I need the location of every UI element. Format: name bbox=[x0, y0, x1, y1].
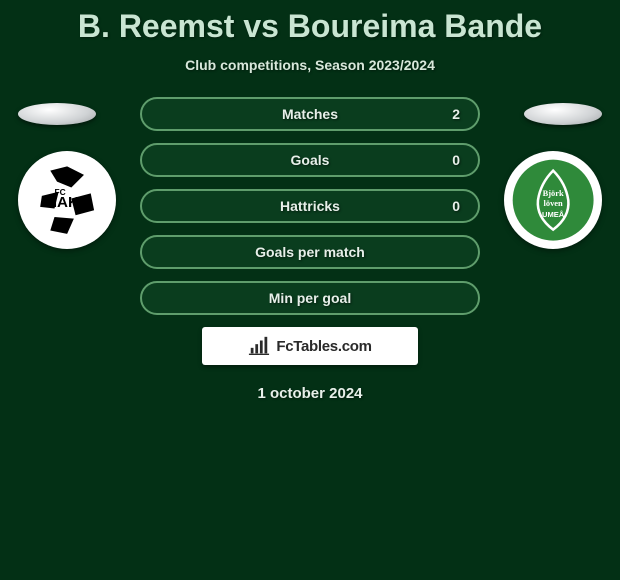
stat-rows: Matches 2 Goals 0 Hattricks 0 Goals per … bbox=[140, 97, 480, 315]
stat-value-left: 2 bbox=[452, 106, 460, 122]
bjorkloven-logo-icon: Björk löven UMEÅ bbox=[511, 158, 595, 242]
stat-row-goals-per-match: Goals per match bbox=[140, 235, 480, 269]
haka-logo-icon: HAKA FC bbox=[25, 158, 109, 242]
svg-text:HAKA: HAKA bbox=[46, 194, 90, 211]
stat-label: Hattricks bbox=[280, 198, 340, 214]
svg-text:löven: löven bbox=[543, 198, 562, 208]
page-title: B. Reemst vs Boureima Bande bbox=[0, 0, 620, 45]
stat-label: Min per goal bbox=[269, 290, 351, 306]
comparison-widget: HAKA FC Björk löven UMEÅ Matches 2 Goals… bbox=[0, 97, 620, 402]
stat-row-hattricks: Hattricks 0 bbox=[140, 189, 480, 223]
footer-date: 1 october 2024 bbox=[0, 385, 620, 402]
player-chip-right bbox=[524, 103, 602, 125]
brand-box[interactable]: FcTables.com bbox=[202, 327, 418, 365]
brand-text: FcTables.com bbox=[276, 338, 371, 355]
bar-chart-icon bbox=[248, 335, 270, 357]
stat-label: Goals bbox=[291, 152, 330, 168]
player-chip-left bbox=[18, 103, 96, 125]
stat-value-left: 0 bbox=[452, 152, 460, 168]
svg-text:Björk: Björk bbox=[542, 188, 563, 198]
svg-text:FC: FC bbox=[54, 187, 65, 197]
club-badge-left: HAKA FC bbox=[18, 151, 116, 249]
stat-label: Goals per match bbox=[255, 244, 365, 260]
club-badge-right: Björk löven UMEÅ bbox=[504, 151, 602, 249]
stat-row-matches: Matches 2 bbox=[140, 97, 480, 131]
stat-value-left: 0 bbox=[452, 198, 460, 214]
stat-row-min-per-goal: Min per goal bbox=[140, 281, 480, 315]
stat-row-goals: Goals 0 bbox=[140, 143, 480, 177]
svg-text:UMEÅ: UMEÅ bbox=[542, 210, 565, 219]
subtitle: Club competitions, Season 2023/2024 bbox=[0, 57, 620, 73]
stat-label: Matches bbox=[282, 106, 338, 122]
